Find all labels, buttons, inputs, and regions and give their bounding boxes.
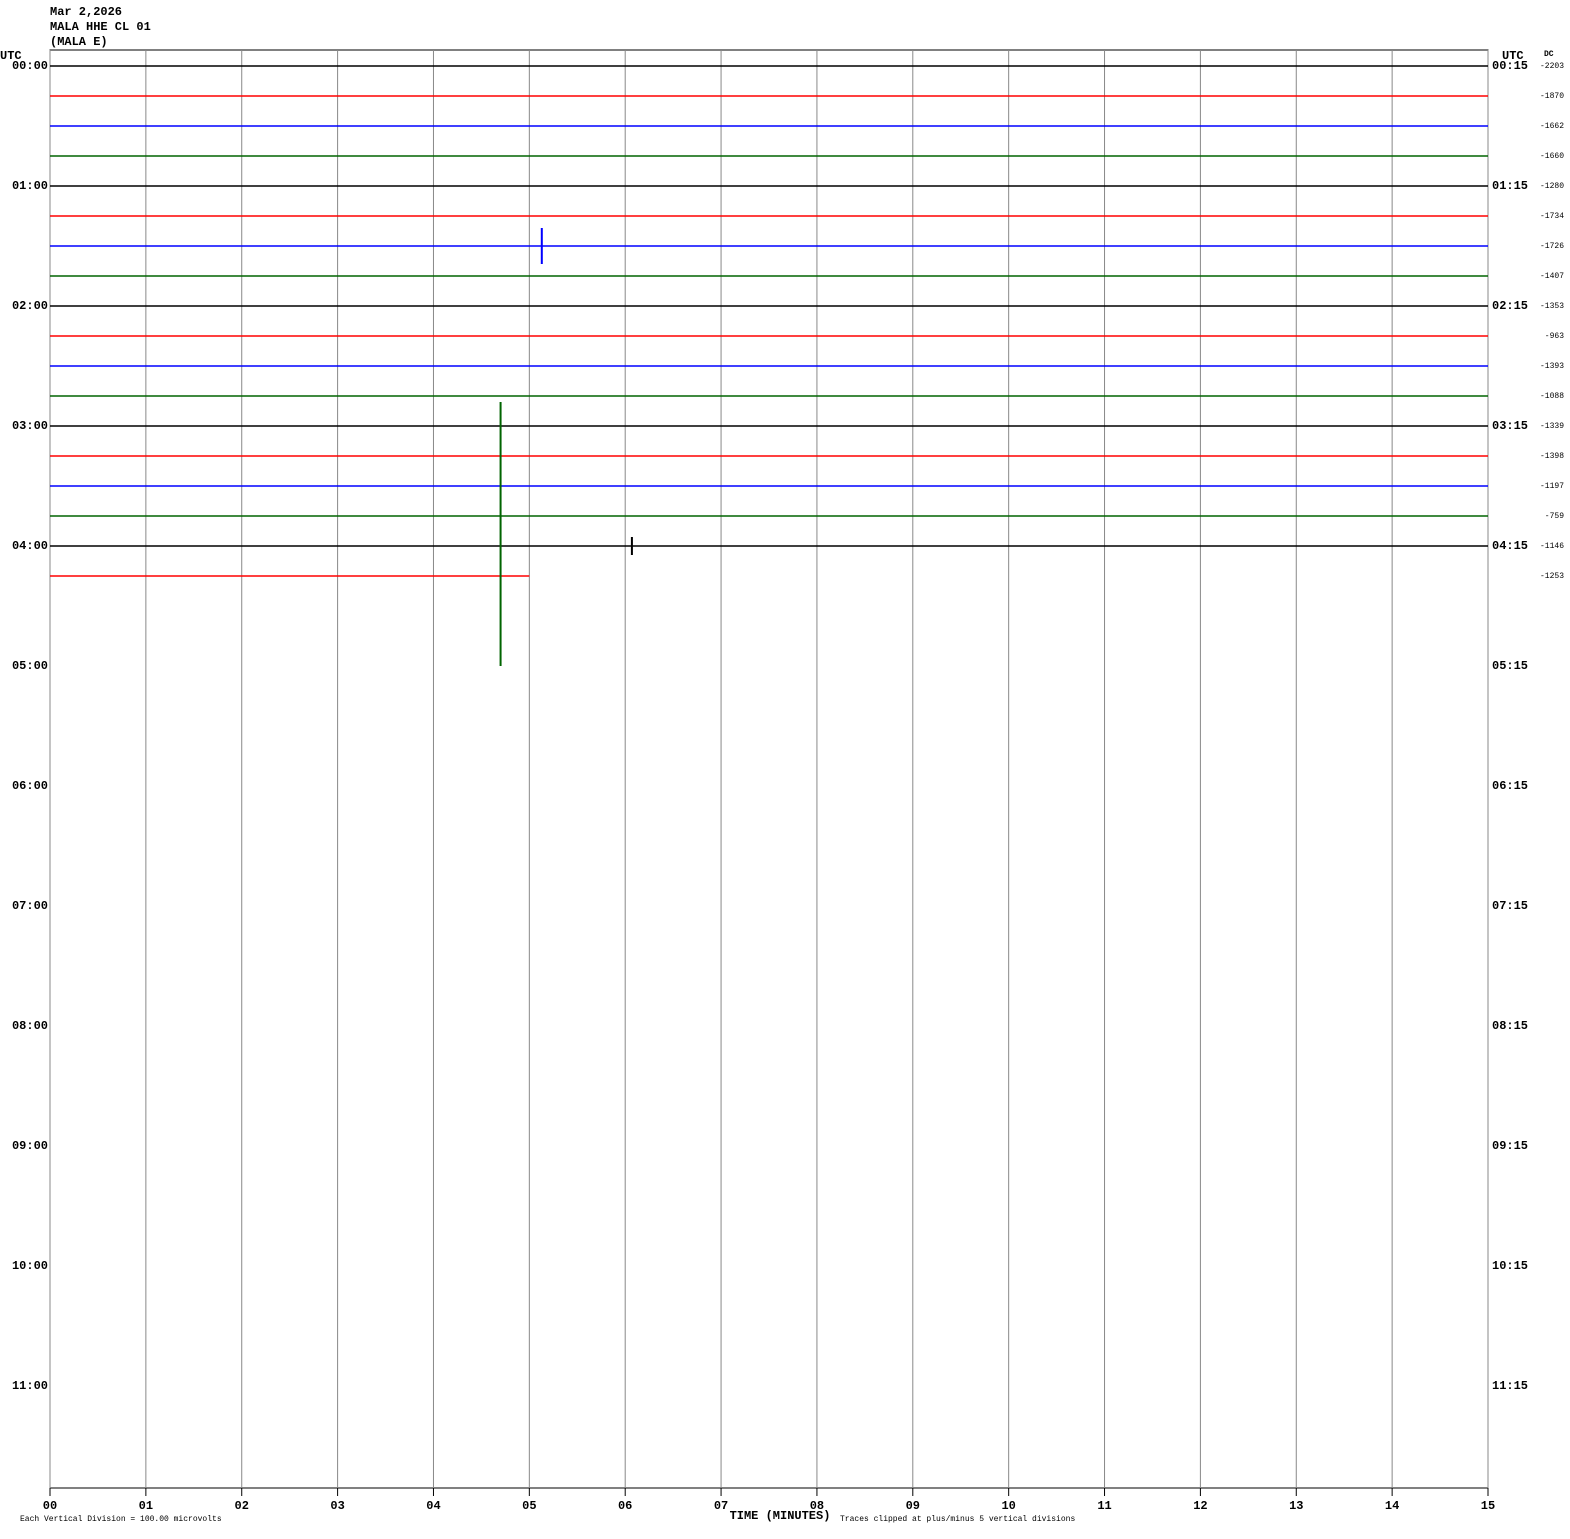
dc-value: -1662 [1540, 122, 1564, 131]
dc-value: -1393 [1540, 362, 1564, 371]
x-tick-label: 03 [330, 1499, 344, 1513]
row-time-label: 02:15 [1492, 299, 1528, 313]
header-line: MALA HHE CL 01 [50, 20, 151, 34]
dc-value: -1146 [1540, 542, 1564, 551]
row-time-label: 03:00 [12, 419, 48, 433]
x-tick-label: 06 [618, 1499, 632, 1513]
row-time-label: 01:00 [12, 179, 48, 193]
row-time-label: 09:00 [12, 1139, 48, 1153]
dc-value: -2203 [1540, 62, 1564, 71]
row-time-label: 03:15 [1492, 419, 1528, 433]
row-time-label: 00:15 [1492, 59, 1528, 73]
row-time-label: 11:00 [12, 1379, 48, 1393]
left-axis-title: UTC [0, 49, 22, 63]
row-time-label: 06:15 [1492, 779, 1528, 793]
x-tick-label: 02 [235, 1499, 249, 1513]
row-time-label: 00:00 [12, 59, 48, 73]
x-tick-label: 15 [1481, 1499, 1495, 1513]
dc-value: -1734 [1540, 212, 1564, 221]
dc-value: -1280 [1540, 182, 1564, 191]
row-time-label: 04:00 [12, 539, 48, 553]
x-tick-label: 05 [522, 1499, 536, 1513]
row-time-label: 06:00 [12, 779, 48, 793]
header-line: (MALA E) [50, 35, 108, 49]
x-tick-label: 12 [1193, 1499, 1207, 1513]
footer-note: Each Vertical Division = 100.00 microvol… [20, 1515, 222, 1524]
dc-value: -1339 [1540, 422, 1564, 431]
row-time-label: 02:00 [12, 299, 48, 313]
dc-value: -963 [1545, 332, 1564, 341]
dc-value: -1870 [1540, 92, 1564, 101]
dc-value: -1726 [1540, 242, 1564, 251]
dc-value: -1660 [1540, 152, 1564, 161]
row-time-label: 08:00 [12, 1019, 48, 1033]
plot-frame [49, 49, 1489, 1489]
dc-value: -1353 [1540, 302, 1564, 311]
row-time-label: 09:15 [1492, 1139, 1528, 1153]
dc-value: -1197 [1540, 482, 1564, 491]
dc-value: -759 [1545, 512, 1564, 521]
x-tick-label: 14 [1385, 1499, 1399, 1513]
row-time-label: 08:15 [1492, 1019, 1528, 1033]
dc-value: -1407 [1540, 272, 1564, 281]
x-tick-label: 04 [426, 1499, 440, 1513]
row-time-label: 04:15 [1492, 539, 1528, 553]
dc-value: -1088 [1540, 392, 1564, 401]
x-tick-label: 07 [714, 1499, 728, 1513]
x-tick-label: 01 [139, 1499, 153, 1513]
header-line: Mar 2,2026 [50, 5, 122, 19]
row-time-label: 10:00 [12, 1259, 48, 1273]
row-time-label: 01:15 [1492, 179, 1528, 193]
row-time-label: 05:15 [1492, 659, 1528, 673]
dc-title: DC [1544, 50, 1554, 59]
x-tick-label: 09 [906, 1499, 920, 1513]
row-time-label: 07:00 [12, 899, 48, 913]
x-axis-title: TIME (MINUTES) [730, 1509, 831, 1523]
row-time-label: 10:15 [1492, 1259, 1528, 1273]
row-time-label: 07:15 [1492, 899, 1528, 913]
x-tick-label: 00 [43, 1499, 57, 1513]
x-tick-label: 08 [810, 1499, 824, 1513]
row-time-label: 11:15 [1492, 1379, 1528, 1393]
x-tick-label: 10 [1001, 1499, 1015, 1513]
footer-note: Traces clipped at plus/minus 5 vertical … [840, 1515, 1075, 1524]
x-tick-label: 11 [1097, 1499, 1111, 1513]
row-time-label: 05:00 [12, 659, 48, 673]
right-axis-title: UTC [1502, 49, 1524, 63]
dc-value: -1398 [1540, 452, 1564, 461]
dc-value: -1253 [1540, 572, 1564, 581]
x-tick-label: 13 [1289, 1499, 1303, 1513]
